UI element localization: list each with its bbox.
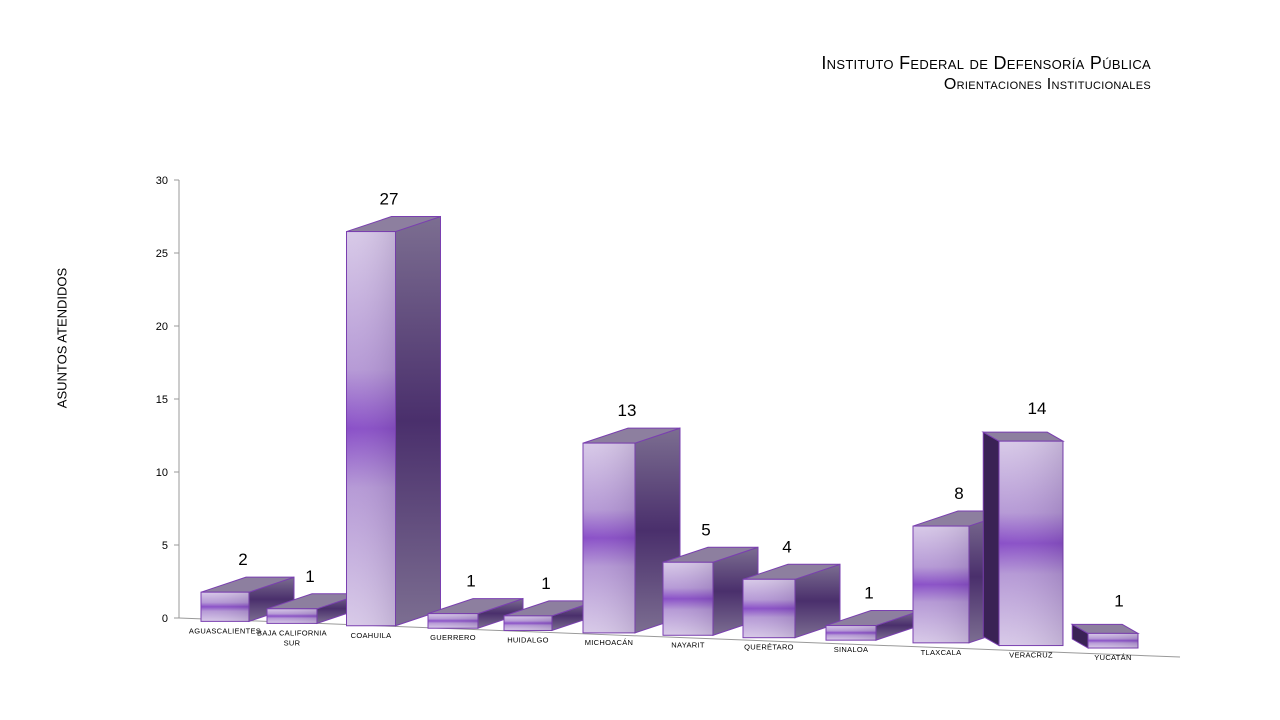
value-label: 1 (864, 584, 873, 603)
bar-8 (825, 609, 922, 641)
value-label: 13 (618, 401, 637, 420)
bar-front-shade (743, 579, 795, 638)
bar-front-shade (913, 526, 969, 643)
bar-5 (582, 427, 681, 634)
y-tick-label: 5 (162, 540, 168, 552)
bar-3 (427, 597, 524, 629)
bars (200, 215, 1140, 649)
category-label: TLAXCALA (921, 648, 962, 657)
bar-7 (742, 563, 841, 639)
category-label: VERACRUZ (1009, 651, 1053, 660)
category-label: HUIDALGO (507, 635, 549, 644)
bar-side (395, 215, 441, 627)
bar-front-shade (826, 625, 876, 641)
value-label: 1 (466, 572, 475, 591)
category-label: SUR (284, 638, 301, 647)
value-label: 2 (238, 550, 247, 569)
value-label: 8 (954, 484, 963, 503)
value-label: 1 (541, 574, 550, 593)
bar-front-shade (428, 613, 478, 629)
category-label: BAJA CALIFORNIA (257, 628, 327, 637)
value-label: 14 (1028, 399, 1047, 418)
bar-front-shade (583, 443, 635, 633)
bar-front-shade (346, 231, 396, 626)
bar-front-shade (201, 592, 249, 622)
value-label: 27 (380, 190, 399, 209)
value-label: 4 (782, 537, 791, 556)
y-tick-label: 25 (156, 248, 168, 260)
category-label: GUERRERO (430, 633, 476, 642)
bar-front-shade (1088, 633, 1138, 649)
value-label: 5 (701, 520, 710, 539)
y-tick-label: 0 (162, 613, 168, 625)
category-label: SINALOA (834, 645, 869, 654)
category-label: AGUASCALIENTES (189, 626, 261, 635)
chart-title: Instituto Federal de Defensoría Pública (821, 53, 1151, 73)
bar-side (982, 431, 1000, 647)
category-label: NAYARIT (671, 640, 705, 649)
bar-10 (981, 431, 1065, 647)
chart-subtitle: Orientaciones Institucionales (943, 75, 1151, 93)
category-label: MICHOACÁN (585, 638, 634, 647)
bar-front-shade (504, 615, 552, 631)
y-tick-label: 15 (156, 394, 168, 406)
bar-front-shade (663, 562, 713, 636)
y-tick-label: 10 (156, 467, 168, 479)
x-axis-line (178, 617, 1181, 658)
bar-6 (662, 546, 759, 636)
bar-front-shade (267, 608, 317, 624)
value-label: 1 (305, 567, 314, 586)
value-label: 1 (1114, 591, 1123, 610)
chart-title-block: Instituto Federal de Defensoría Pública … (821, 52, 1151, 95)
bar-11 (1070, 623, 1140, 649)
bar-front-shade (999, 441, 1063, 646)
bar-2 (346, 215, 441, 627)
category-label: COAHUILA (351, 631, 392, 640)
y-tick-label: 20 (156, 321, 168, 333)
category-label: QUERÉTARO (744, 643, 794, 652)
category-label: YUCATÁN (1094, 653, 1131, 662)
y-tick-label: 30 (156, 175, 168, 187)
